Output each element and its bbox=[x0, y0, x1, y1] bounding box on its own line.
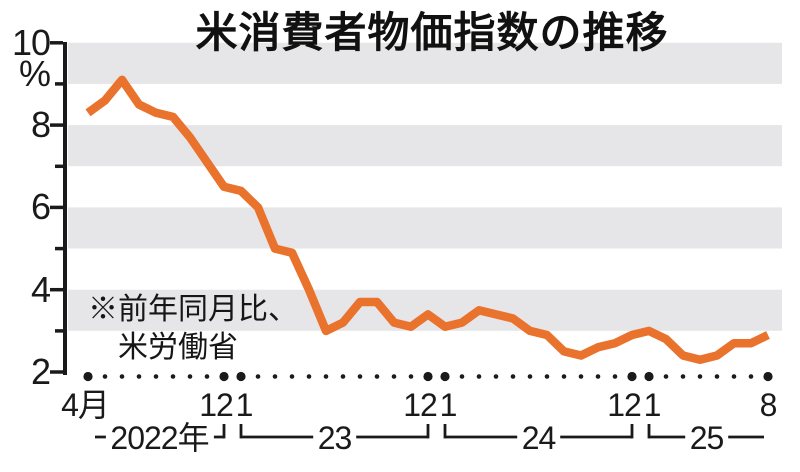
month-dot-major bbox=[83, 371, 93, 382]
x-month-label: 1 bbox=[439, 387, 458, 423]
note-line-2: 米労働省 bbox=[118, 331, 238, 364]
month-dot bbox=[272, 374, 278, 379]
month-dot bbox=[119, 374, 125, 379]
cpi-line bbox=[85, 75, 770, 364]
grid-band bbox=[68, 42, 782, 84]
month-dot bbox=[612, 374, 618, 379]
month-dot bbox=[340, 374, 346, 379]
month-dot bbox=[289, 374, 295, 379]
month-dot bbox=[459, 374, 465, 379]
month-dot-major bbox=[219, 371, 229, 382]
month-dot bbox=[408, 374, 414, 379]
grid-band bbox=[68, 289, 782, 331]
month-dot bbox=[374, 374, 380, 379]
month-dot bbox=[357, 374, 363, 379]
month-dot-major bbox=[423, 371, 433, 382]
y-axis-unit-label: % bbox=[18, 53, 51, 94]
y-axis-label: 4 bbox=[30, 268, 51, 310]
x-month-label: 1 bbox=[235, 387, 254, 423]
x-month-label: 12 bbox=[607, 387, 642, 423]
month-dot-major bbox=[440, 371, 450, 382]
x-month-label: 12 bbox=[199, 387, 234, 423]
month-dot bbox=[153, 374, 159, 379]
month-dot bbox=[714, 374, 720, 379]
source-note: ※前年同月比、 米労働省 bbox=[88, 291, 298, 367]
y-axis-label: 10 bbox=[11, 21, 51, 63]
month-dot bbox=[170, 374, 176, 379]
month-dot bbox=[544, 374, 550, 379]
month-dot bbox=[306, 374, 312, 379]
month-dot-major bbox=[644, 371, 654, 382]
month-dot bbox=[136, 374, 142, 379]
month-dot bbox=[102, 374, 108, 379]
year-label: 25 bbox=[684, 421, 729, 456]
month-dot bbox=[204, 374, 210, 379]
month-dot bbox=[323, 374, 329, 379]
month-dot bbox=[748, 374, 754, 379]
month-dot-major bbox=[763, 371, 773, 382]
year-label: 23 bbox=[312, 421, 357, 456]
month-dot bbox=[731, 374, 737, 379]
x-month-label: 8 bbox=[759, 387, 778, 423]
year-label: 2022年 bbox=[105, 421, 214, 456]
month-dot bbox=[391, 374, 397, 379]
month-dot bbox=[595, 374, 601, 379]
x-month-label: 1 bbox=[643, 387, 662, 423]
month-dot bbox=[680, 374, 686, 379]
y-axis-label: 2 bbox=[30, 351, 51, 392]
year-label: 24 bbox=[516, 421, 561, 456]
grid-band bbox=[68, 207, 782, 249]
x-month-label: 12 bbox=[403, 387, 438, 423]
month-dot bbox=[663, 374, 669, 379]
month-dot bbox=[476, 374, 482, 379]
month-dot bbox=[510, 374, 516, 379]
month-dot bbox=[527, 374, 533, 379]
grid-band bbox=[68, 125, 782, 167]
month-dot bbox=[255, 374, 261, 379]
month-dot bbox=[578, 374, 584, 379]
month-dot-major bbox=[236, 371, 246, 382]
month-dot bbox=[187, 374, 193, 379]
note-line-1: ※前年同月比、 bbox=[88, 293, 298, 326]
month-dot bbox=[697, 374, 703, 379]
y-axis-label: 6 bbox=[30, 186, 51, 228]
chart-title: 米消費者物価指数の推移 bbox=[195, 9, 669, 56]
y-axis-label: 8 bbox=[30, 104, 51, 146]
month-dot bbox=[561, 374, 567, 379]
month-dot bbox=[493, 374, 499, 379]
month-dot-major bbox=[627, 371, 637, 382]
x-month-label: 4月 bbox=[61, 387, 110, 423]
